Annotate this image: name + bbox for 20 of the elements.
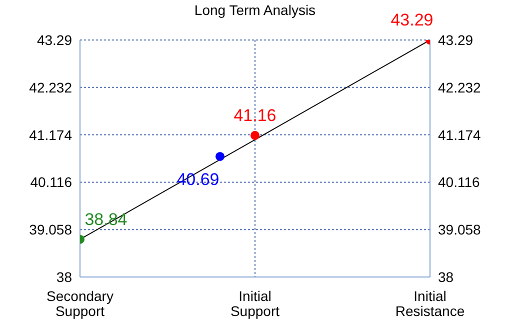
data-label: 43.29 bbox=[390, 10, 434, 30]
y2-tick-label: 40.116 bbox=[438, 174, 480, 190]
y-tick-label: 39.058 bbox=[29, 222, 72, 238]
y2-tick-label: 41.174 bbox=[438, 126, 482, 143]
point bbox=[250, 130, 260, 140]
y2-tick-label: 43.29 bbox=[438, 32, 474, 48]
y-tick-label: 40.116 bbox=[30, 174, 72, 190]
data-label: 41.16 bbox=[234, 106, 276, 125]
y2-tick-label: 39.058 bbox=[438, 222, 482, 238]
y-tick-label: 43.29 bbox=[36, 32, 72, 48]
y2-tick-label: 38 bbox=[438, 268, 454, 285]
y-tick-label: 42.232 bbox=[29, 79, 72, 96]
x-tick-label: Initial Resistance bbox=[395, 288, 465, 319]
chart-title: Long Term Analysis bbox=[194, 2, 316, 18]
x-tick-label: Secondary Support bbox=[46, 288, 114, 319]
x-tick-label: Initial Support bbox=[230, 288, 280, 319]
y-tick-label: 41.174 bbox=[29, 126, 72, 143]
point bbox=[215, 152, 225, 161]
y-tick-label: 38 bbox=[56, 268, 72, 285]
y2-tick-label: 42.232 bbox=[438, 79, 482, 96]
